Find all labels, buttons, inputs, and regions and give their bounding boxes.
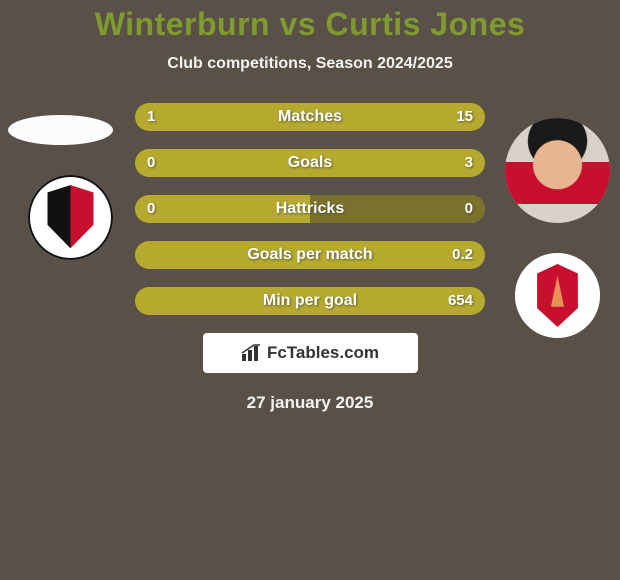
stat-label: Min per goal [135,287,485,315]
stat-label: Matches [135,103,485,131]
stat-label: Hattricks [135,195,485,223]
player-left-photo [8,115,113,145]
page-title: Winterburn vs Curtis Jones [0,6,620,43]
stat-bars: 115Matches 03Goals 00Hattricks 0.2Goals per… [135,103,485,315]
player-right-photo [505,118,610,223]
date-label: 27 january 2025 [0,393,620,413]
stat-row: 0.2Goals per match [135,241,485,269]
compare-area: 115Matches 03Goals 00Hattricks 0.2Goals per… [0,103,620,413]
stat-row: 115Matches [135,103,485,131]
stat-label: Goals per match [135,241,485,269]
stat-row: 00Hattricks [135,195,485,223]
branding-badge: FcTables.com [203,333,418,373]
club-left-logo [28,175,113,260]
subtitle: Club competitions, Season 2024/2025 [0,55,620,73]
stat-label: Goals [135,149,485,177]
bars-icon [241,344,263,362]
liverpool-crest-icon [515,253,600,338]
comparison-infographic: Winterburn vs Curtis Jones Club competit… [0,0,620,413]
avatar [505,118,610,223]
stat-row: 03Goals [135,149,485,177]
bournemouth-crest-icon [28,175,113,260]
club-right-logo [515,253,600,338]
stat-row: 654Min per goal [135,287,485,315]
branding-text: FcTables.com [267,343,379,363]
